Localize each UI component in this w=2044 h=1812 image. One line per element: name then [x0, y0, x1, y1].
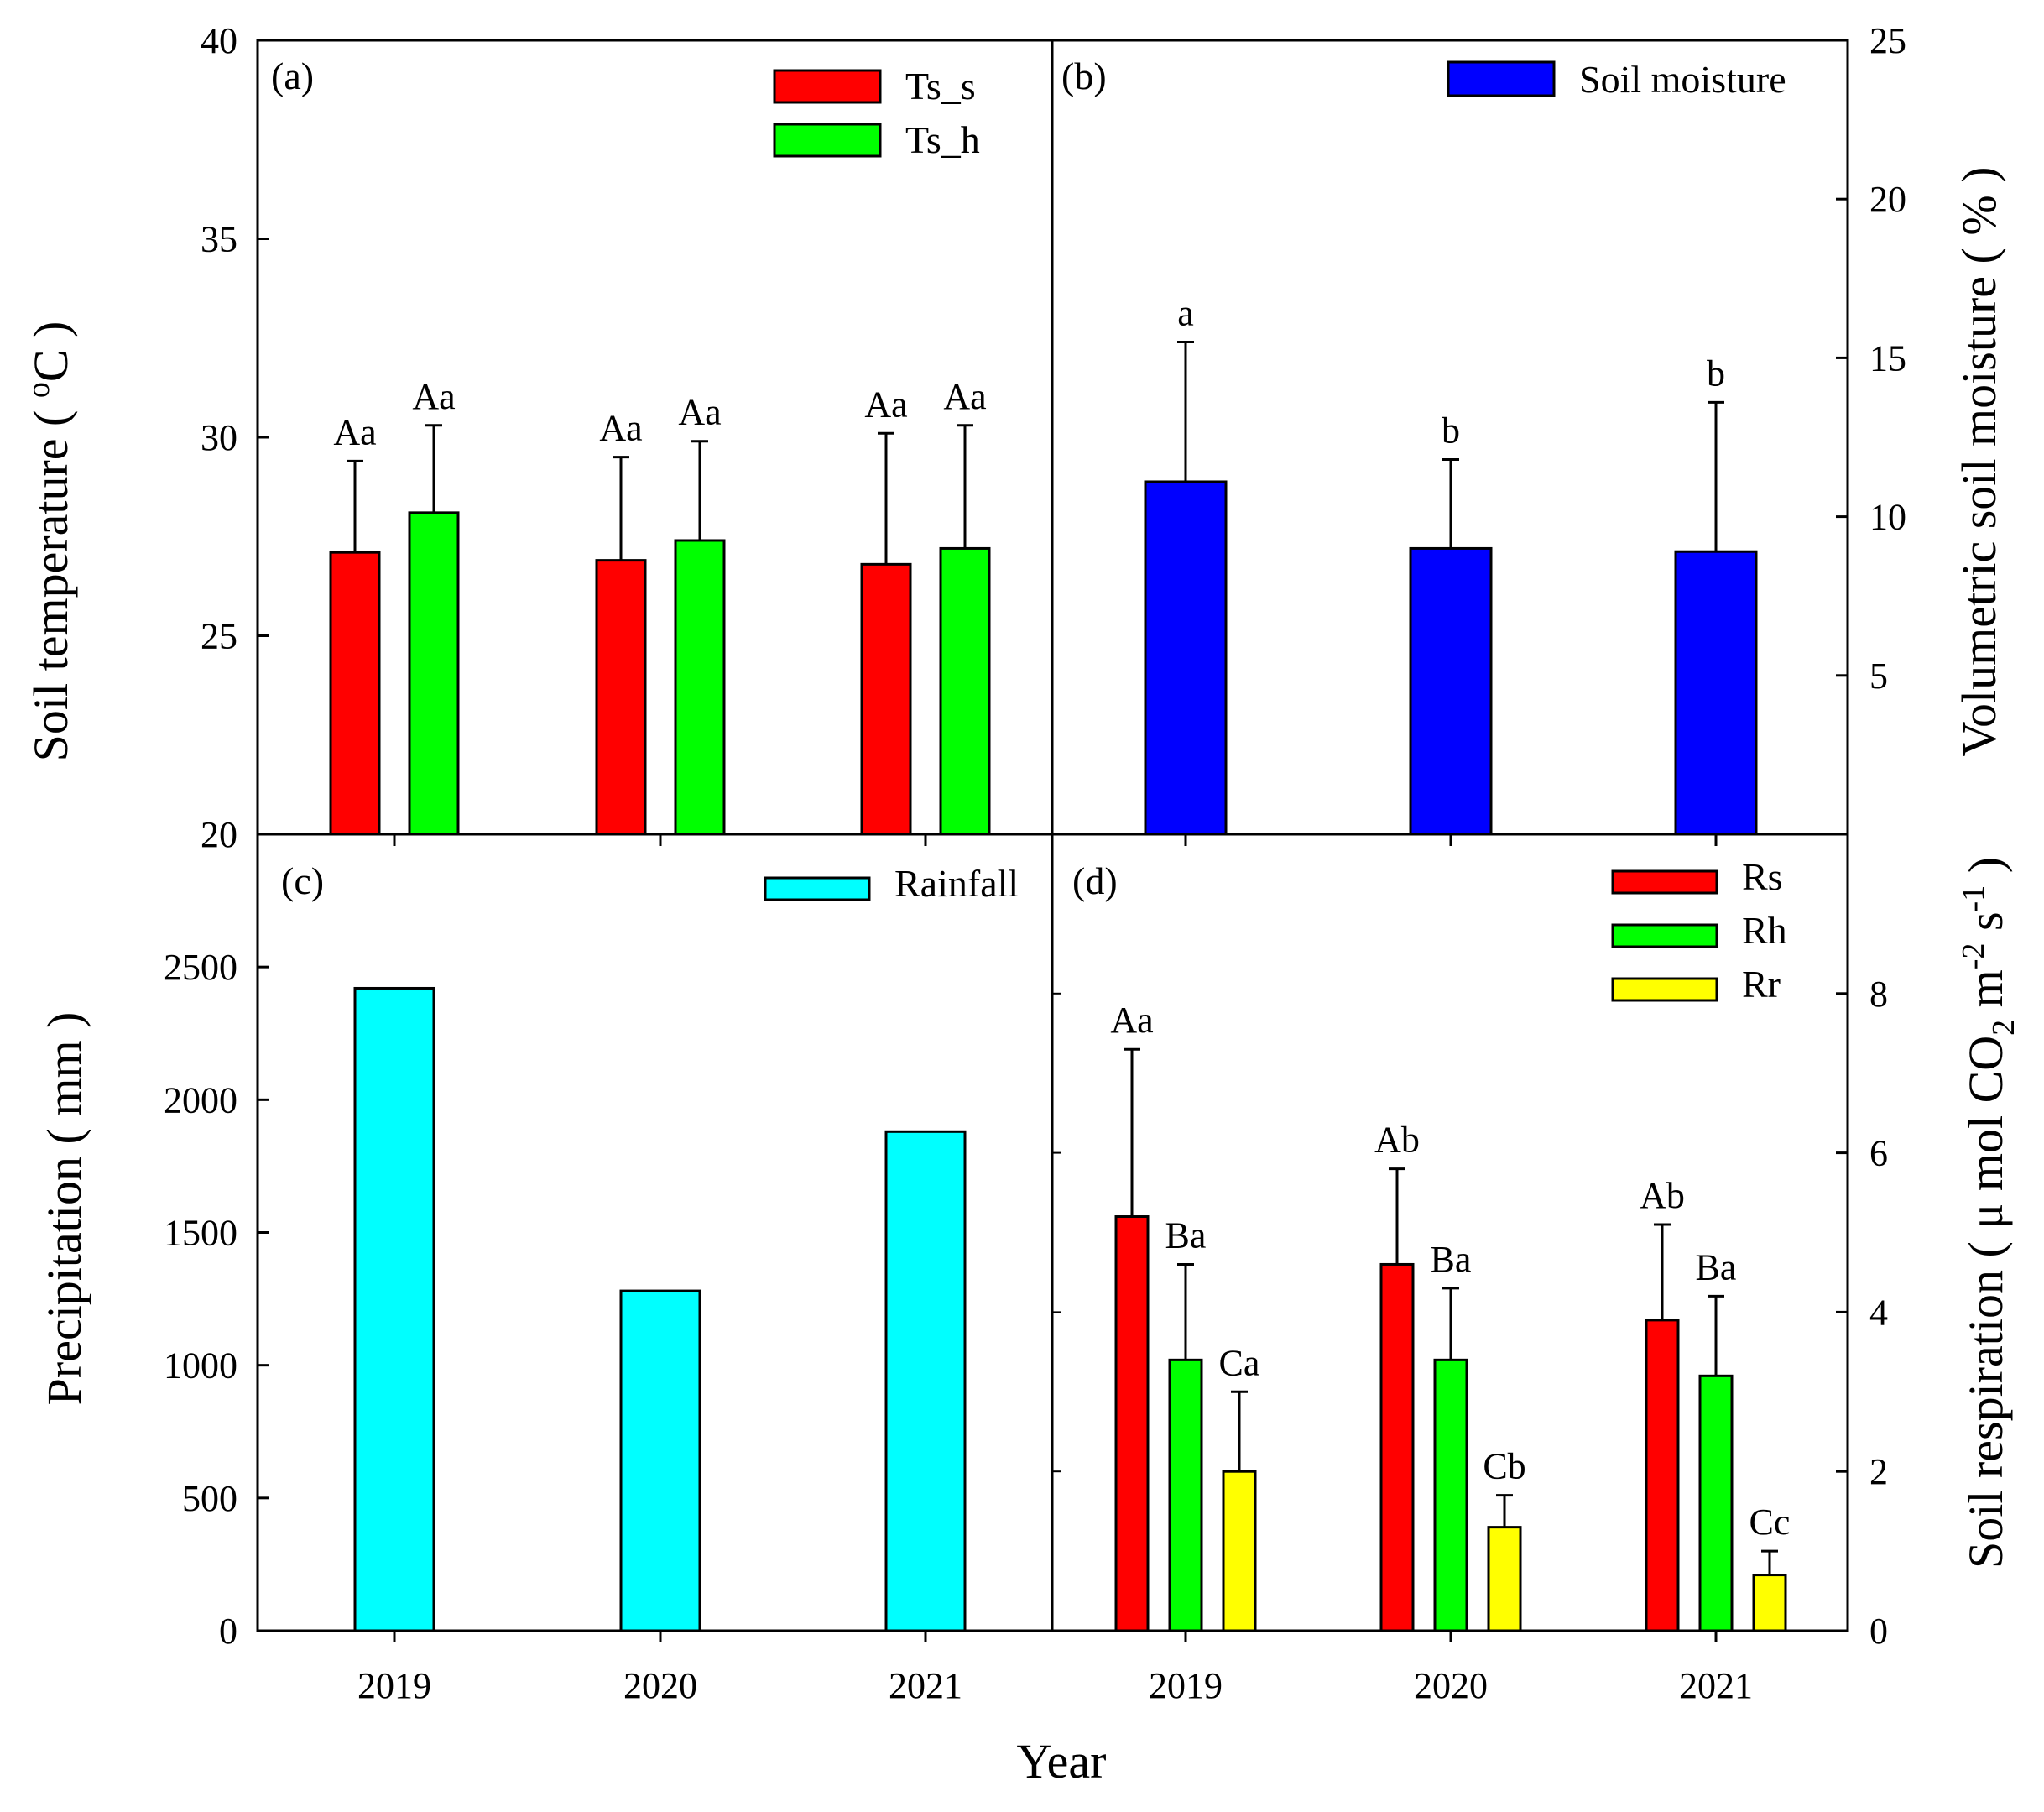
y-tick-label: 0: [219, 1611, 237, 1652]
x-tick-label: 2019: [357, 1665, 431, 1706]
bar-soil-moisture-2021: [1674, 550, 1758, 836]
legend-label: Rainfall: [894, 862, 1019, 905]
significance-label: b: [1707, 352, 1725, 394]
legend: Rs Rh Rr: [1611, 855, 1787, 1005]
x-tick-label: 2020: [1414, 1665, 1488, 1706]
significance-label: Aa: [599, 408, 642, 449]
y-tick-label: 35: [201, 219, 237, 260]
significance-label: Aa: [943, 376, 986, 417]
legend-swatch: [1611, 977, 1718, 1002]
bar-ts-h-2019: [408, 511, 460, 836]
y-tick-label: 5: [1869, 655, 1888, 697]
significance-label: Aa: [678, 392, 721, 433]
bar-rr-2021: [1752, 1574, 1787, 1632]
x-tick-label: 2020: [623, 1665, 697, 1706]
panel-a-soil-temperature: 20 25 30 35 40 Aa Aa Aa Aa Aa Aa Ts_s Ts_h: [201, 20, 991, 855]
significance-label: Cc: [1749, 1501, 1791, 1543]
y-tick-label: 25: [201, 616, 237, 657]
y-tick-label: 30: [201, 417, 237, 458]
panel-frames: [256, 39, 1849, 1632]
legend-label: Ts_s: [905, 65, 976, 107]
bar-rs-2021: [1645, 1319, 1680, 1632]
legend: Ts_s Ts_h: [773, 65, 980, 161]
panel-c-precipitation: 0 500 1000 1500 2000 2500 2019 2020 2021 Rainfall: [164, 862, 1019, 1706]
legend-label: Rs: [1742, 855, 1783, 898]
y-tick-label: 500: [182, 1478, 237, 1519]
y-tick-label: 0: [1869, 1611, 1888, 1652]
y-axis-label-a: Soil temperature ( oC ): [21, 321, 78, 762]
y-tick-label: 20: [201, 814, 237, 855]
legend-swatch: [1611, 869, 1718, 895]
legend-swatch: [764, 876, 871, 901]
panel-label-a: (a): [271, 55, 314, 97]
bar-ts-s-2021: [860, 562, 912, 836]
panel-b-soil-moisture: 5 10 15 20 25 a b b Soil moisture: [1144, 20, 1906, 846]
y-tick-label: 20: [1869, 179, 1906, 220]
y-tick-label: 2500: [164, 947, 237, 988]
legend: Soil moisture: [1447, 58, 1786, 101]
significance-label: b: [1442, 410, 1460, 451]
panel-label-d: (d): [1072, 859, 1118, 902]
significance-label: Aa: [864, 384, 907, 425]
y-axis-label-d: Soil respiration ( μ mol CO2 m-2 s-1 ): [1956, 857, 2021, 1569]
panel-label-b: (b): [1061, 55, 1107, 97]
bar-ts-s-2020: [595, 559, 647, 836]
legend-swatch: [1447, 60, 1556, 97]
x-tick-label: 2019: [1149, 1665, 1223, 1706]
x-tick-label: 2021: [889, 1665, 962, 1706]
bar-rainfall-2019: [353, 986, 435, 1632]
significance-label: Ba: [1696, 1246, 1737, 1287]
y-tick-label: 4: [1869, 1292, 1888, 1333]
y-axis-label-c: Precipitation ( mm ): [37, 1012, 91, 1406]
bar-rr-2019: [1222, 1470, 1257, 1632]
legend-swatch: [773, 123, 882, 158]
panel-label-c: (c): [281, 859, 324, 902]
bar-rh-2020: [1433, 1358, 1468, 1632]
significance-label: Ba: [1431, 1239, 1472, 1280]
significance-label: Ab: [1374, 1120, 1420, 1161]
legend-label: Rr: [1742, 963, 1781, 1005]
legend-swatch: [773, 69, 882, 104]
legend-label: Soil moisture: [1579, 58, 1786, 101]
bar-ts-s-2019: [329, 551, 381, 836]
significance-label: Ba: [1165, 1214, 1207, 1256]
y-tick-label: 25: [1869, 20, 1906, 61]
bar-rr-2020: [1487, 1526, 1522, 1632]
y-tick-label: 1000: [164, 1345, 237, 1386]
bar-rs-2019: [1114, 1215, 1150, 1632]
bar-rh-2021: [1698, 1374, 1734, 1632]
significance-label: a: [1177, 292, 1194, 333]
significance-label: Aa: [412, 376, 455, 417]
bar-soil-moisture-2020: [1409, 546, 1493, 836]
bar-rainfall-2020: [619, 1289, 701, 1632]
bar-soil-moisture-2019: [1144, 480, 1228, 836]
legend-label: Ts_h: [905, 118, 980, 161]
y-tick-label: 10: [1869, 497, 1906, 538]
y-tick-label: 2: [1869, 1451, 1888, 1492]
bar-ts-h-2020: [674, 539, 726, 836]
y-tick-label: 15: [1869, 337, 1906, 379]
y-tick-label: 40: [201, 20, 237, 61]
y-tick-label: 8: [1869, 974, 1888, 1015]
y-tick-label: 2000: [164, 1079, 237, 1120]
x-tick-label: 2021: [1679, 1665, 1753, 1706]
x-axis-label: Year: [1017, 1734, 1107, 1789]
significance-label: Aa: [333, 411, 376, 452]
bar-ts-h-2021: [939, 546, 991, 836]
bar-rainfall-2021: [884, 1130, 967, 1632]
y-axis-label-b: Volumetric soil moisture ( % ): [1952, 167, 2006, 757]
significance-label: Ca: [1219, 1342, 1260, 1383]
bar-rs-2020: [1379, 1262, 1415, 1632]
significance-label: Aa: [1110, 1000, 1153, 1041]
bar-rh-2019: [1168, 1358, 1203, 1632]
legend: Rainfall: [764, 862, 1019, 905]
significance-label: Ab: [1640, 1175, 1685, 1216]
legend-swatch: [1611, 923, 1718, 948]
y-tick-label: 1500: [164, 1213, 237, 1254]
significance-label: Cb: [1483, 1446, 1525, 1487]
y-tick-label: 6: [1869, 1133, 1888, 1174]
legend-label: Rh: [1742, 909, 1787, 952]
